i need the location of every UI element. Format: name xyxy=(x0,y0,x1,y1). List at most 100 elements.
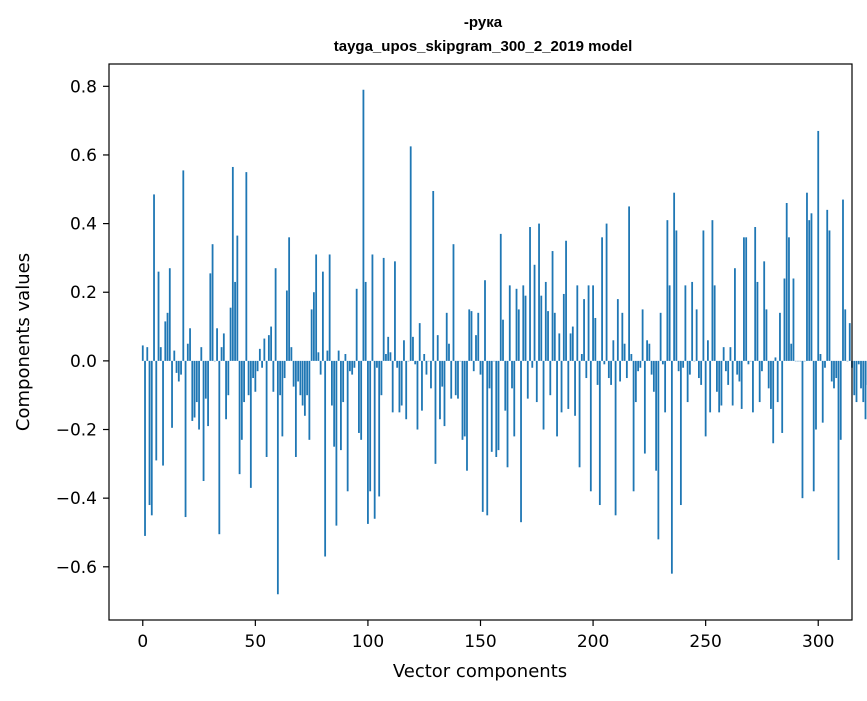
bar xyxy=(263,339,265,361)
bar xyxy=(207,361,209,426)
bar xyxy=(572,327,574,361)
bar xyxy=(808,220,810,361)
bar xyxy=(734,268,736,361)
bar xyxy=(475,335,477,361)
bar xyxy=(272,361,274,392)
bar xyxy=(741,361,743,409)
bar xyxy=(538,224,540,361)
bar xyxy=(194,361,196,418)
bar xyxy=(549,361,551,395)
bar xyxy=(772,361,774,443)
bar xyxy=(842,200,844,361)
bar xyxy=(423,354,425,361)
bar xyxy=(563,294,565,361)
bar xyxy=(691,282,693,361)
bar xyxy=(829,230,831,360)
bar xyxy=(583,299,585,361)
bar xyxy=(617,299,619,361)
bar xyxy=(205,361,207,399)
bar xyxy=(853,361,855,395)
bar xyxy=(288,237,290,361)
bar xyxy=(369,361,371,491)
bar xyxy=(268,335,270,361)
y-tick-label: 0.6 xyxy=(70,146,97,166)
bar xyxy=(763,261,765,361)
bar xyxy=(714,285,716,361)
bar xyxy=(200,347,202,361)
bar xyxy=(146,347,148,361)
bar xyxy=(187,344,189,361)
bar xyxy=(324,361,326,557)
bar xyxy=(831,361,833,382)
bar xyxy=(509,285,511,361)
bar xyxy=(270,327,272,361)
bar xyxy=(155,361,157,461)
bar xyxy=(833,361,835,388)
bar xyxy=(581,354,583,361)
bar xyxy=(716,361,718,392)
bar xyxy=(552,251,554,361)
bar xyxy=(149,361,151,505)
bar xyxy=(862,361,864,402)
bar xyxy=(450,361,452,399)
bar xyxy=(311,309,313,360)
bar xyxy=(216,328,218,361)
bar xyxy=(709,361,711,412)
bar xyxy=(295,361,297,457)
bar xyxy=(739,361,741,382)
bar xyxy=(511,361,513,388)
bar xyxy=(302,361,304,406)
bar xyxy=(345,354,347,361)
bar xyxy=(171,361,173,428)
bar xyxy=(507,361,509,467)
bar xyxy=(621,313,623,361)
bar xyxy=(257,361,259,371)
bar xyxy=(333,361,335,447)
bar xyxy=(777,361,779,402)
bar xyxy=(736,361,738,375)
y-tick-label: 0.0 xyxy=(70,352,97,372)
bar xyxy=(547,311,549,361)
bar xyxy=(608,361,610,378)
bar xyxy=(520,361,522,522)
bar xyxy=(585,361,587,378)
bar xyxy=(518,309,520,360)
bar xyxy=(322,272,324,361)
bar xyxy=(725,361,727,371)
bar xyxy=(299,361,301,395)
bar xyxy=(500,234,502,361)
bar xyxy=(516,289,518,361)
bar xyxy=(304,361,306,416)
bar xyxy=(209,273,211,361)
bar xyxy=(529,227,531,361)
bar xyxy=(439,361,441,419)
bar xyxy=(612,340,614,361)
bar xyxy=(838,361,840,560)
bar xyxy=(212,244,214,361)
bar xyxy=(669,285,671,361)
bar xyxy=(766,309,768,360)
bar xyxy=(811,213,813,361)
bar xyxy=(790,344,792,361)
bar xyxy=(657,361,659,539)
bar xyxy=(820,354,822,361)
bar xyxy=(354,361,356,368)
x-tick-label: 0 xyxy=(137,632,148,652)
bar xyxy=(849,323,851,361)
bar xyxy=(306,361,308,395)
bar xyxy=(754,227,756,361)
bar xyxy=(633,361,635,491)
bar xyxy=(144,361,146,536)
bar xyxy=(700,361,702,385)
bar xyxy=(261,361,263,368)
bar xyxy=(666,220,668,361)
bar xyxy=(484,280,486,361)
bar xyxy=(856,361,858,402)
bar xyxy=(824,361,826,368)
bar xyxy=(651,361,653,375)
bar xyxy=(158,272,160,361)
bar xyxy=(399,361,401,412)
bar xyxy=(477,313,479,361)
bar xyxy=(653,361,655,392)
